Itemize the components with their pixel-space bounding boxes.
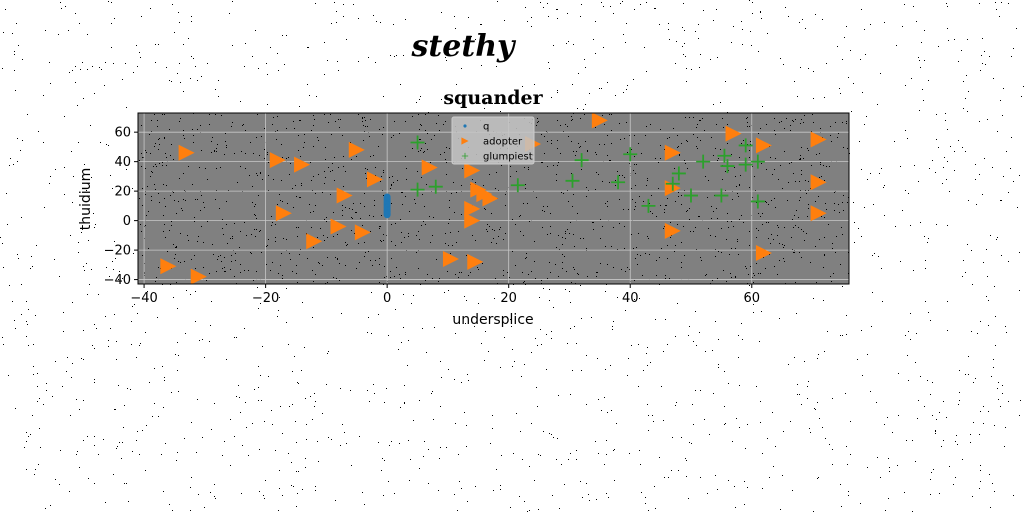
point-glumpiest	[574, 153, 589, 168]
data-marks	[160, 112, 827, 285]
point-glumpiest	[684, 188, 698, 203]
point-adopter	[306, 233, 323, 250]
point-adopter	[482, 190, 499, 207]
y-tick-label: 0	[123, 214, 131, 229]
y-axis-label: thuidium	[78, 168, 94, 230]
y-tick-label: 20	[114, 185, 131, 200]
point-glumpiest	[750, 154, 765, 169]
legend: q adopter glumpiest	[451, 116, 535, 165]
point-adopter	[354, 224, 371, 241]
x-tick-label: −20	[252, 291, 279, 306]
point-adopter	[664, 222, 681, 239]
point-adopter	[464, 212, 481, 229]
point-adopter	[467, 253, 484, 270]
point-glumpiest	[750, 194, 765, 209]
point-glumpiest	[623, 147, 638, 162]
point-adopter	[275, 205, 292, 222]
x-tick-label: 60	[743, 291, 760, 306]
legend-marker-glumpiest	[461, 152, 469, 160]
point-glumpiest	[428, 179, 443, 194]
legend-label-q: q	[483, 122, 489, 133]
legend-label-glumpiest: glumpiest	[483, 152, 533, 163]
x-tick-label: 40	[622, 291, 639, 306]
point-adopter	[367, 171, 383, 188]
legend-label-adopter: adopter	[483, 137, 523, 148]
point-adopter	[810, 205, 827, 222]
point-adopter	[348, 141, 365, 158]
point-glumpiest	[641, 198, 656, 213]
point-glumpiest	[738, 157, 753, 172]
series-q	[383, 193, 391, 219]
point-adopter	[464, 200, 481, 217]
point-adopter	[336, 187, 353, 204]
point-adopter	[294, 156, 311, 173]
page-title: stethy	[411, 29, 518, 64]
point-q	[383, 193, 391, 201]
x-tick-label: 0	[383, 291, 391, 306]
y-tick-label: −20	[104, 244, 131, 259]
point-adopter	[269, 152, 286, 169]
point-glumpiest	[565, 173, 580, 188]
point-glumpiest	[410, 182, 425, 197]
point-adopter	[442, 250, 459, 267]
point-adopter	[178, 144, 195, 161]
point-adopter	[810, 131, 827, 148]
axis-ticks: −40 −20 0 20 40 60 −40 −20 0 20 40 60	[104, 126, 760, 306]
point-adopter	[160, 258, 177, 275]
point-glumpiest	[717, 148, 732, 163]
x-axis-label: undersplice	[452, 312, 533, 328]
point-glumpiest	[720, 159, 735, 174]
plot-frame	[137, 112, 850, 285]
point-glumpiest	[738, 138, 753, 153]
point-adopter	[725, 125, 742, 142]
point-glumpiest	[665, 176, 680, 191]
point-adopter	[664, 144, 681, 161]
legend-box	[451, 116, 535, 165]
x-tick-label: −40	[130, 291, 157, 306]
y-tick-label: −40	[104, 273, 131, 288]
legend-marker-q	[463, 124, 467, 128]
point-adopter	[755, 245, 772, 262]
point-glumpiest	[510, 178, 525, 193]
legend-marker-adopter	[461, 137, 469, 145]
x-tick-label: 20	[500, 291, 517, 306]
y-tick-label: 60	[114, 126, 131, 141]
point-adopter	[330, 218, 347, 235]
series-glumpiest	[410, 135, 765, 213]
point-glumpiest	[410, 135, 425, 150]
point-glumpiest	[611, 175, 626, 190]
point-adopter	[190, 268, 207, 285]
point-adopter	[421, 159, 438, 176]
point-glumpiest	[671, 166, 686, 181]
point-adopter	[464, 162, 481, 179]
chart-title: squander	[443, 87, 543, 109]
y-tick-label: 40	[114, 155, 131, 170]
point-adopter	[591, 112, 608, 129]
point-adopter	[755, 137, 772, 154]
point-glumpiest	[696, 154, 711, 169]
point-glumpiest	[714, 188, 729, 203]
point-adopter	[810, 174, 827, 191]
